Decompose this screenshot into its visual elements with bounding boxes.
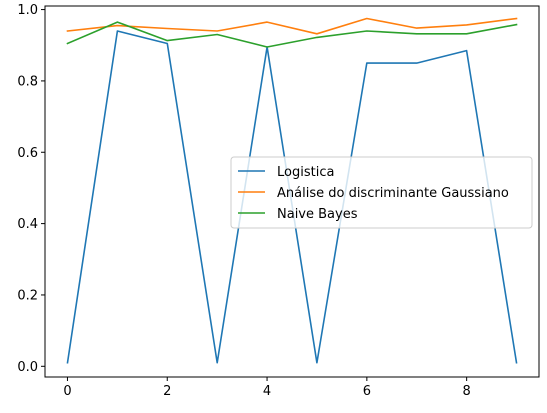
legend-label: Naive Bayes — [277, 207, 358, 222]
x-tick-label: 0 — [63, 384, 71, 399]
legend-label: Análise do discriminante Gaussiano — [277, 186, 509, 201]
x-axis: 0 2 4 6 8 — [63, 377, 471, 399]
y-tick-label: 0.4 — [17, 217, 38, 232]
x-tick-label: 6 — [363, 384, 371, 399]
plot-frame — [44, 5, 540, 378]
y-tick-label: 0.2 — [17, 288, 38, 303]
legend-label: Logistica — [277, 165, 334, 180]
x-tick-label: 4 — [263, 384, 271, 399]
legend: Logistica Análise do discriminante Gaussi… — [230, 156, 533, 229]
series-line-3 — [66, 21, 518, 48]
series-line-2 — [66, 17, 518, 35]
y-tick-label: 0.6 — [17, 146, 38, 161]
legend-box — [230, 156, 533, 229]
y-axis: 0.0 0.2 0.4 0.6 0.8 1.0 — [17, 3, 45, 375]
y-tick-label: 0.8 — [17, 74, 38, 89]
y-tick-label: 1.0 — [17, 3, 38, 18]
x-tick-label: 8 — [463, 384, 471, 399]
x-tick-label: 2 — [163, 384, 171, 399]
y-tick-label: 0.0 — [17, 360, 38, 375]
